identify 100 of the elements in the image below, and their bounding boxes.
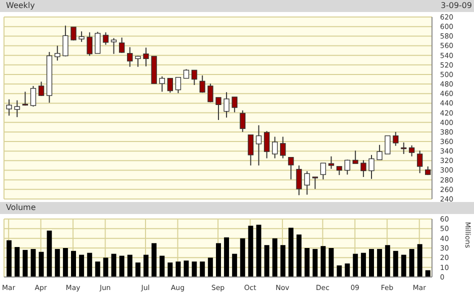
candlestick xyxy=(416,150,423,174)
bar xyxy=(184,260,189,277)
candlestick xyxy=(200,74,206,94)
bar xyxy=(38,252,44,277)
candlestick xyxy=(14,100,20,118)
candlestick xyxy=(70,26,76,41)
bar xyxy=(304,248,310,277)
candlestick xyxy=(288,156,294,180)
bar xyxy=(352,254,358,277)
bar xyxy=(71,250,76,277)
candlestick xyxy=(208,83,214,103)
candlestick xyxy=(272,136,278,159)
bar xyxy=(425,270,430,277)
bar xyxy=(368,248,374,277)
chart-title: Weekly xyxy=(6,1,35,10)
candlestick xyxy=(216,96,222,120)
candlestick xyxy=(280,136,286,159)
bar xyxy=(248,226,254,277)
bar xyxy=(95,262,100,277)
bar xyxy=(135,262,140,277)
candlestick xyxy=(352,150,358,164)
bar xyxy=(208,258,213,277)
candlestick xyxy=(312,176,318,190)
text: 3-09-09 xyxy=(440,0,472,12)
bar xyxy=(192,262,197,277)
candlestick xyxy=(368,154,374,180)
bar xyxy=(87,252,92,277)
candlestick xyxy=(175,76,182,94)
bar xyxy=(296,234,302,277)
bar xyxy=(272,238,278,277)
candlestick xyxy=(30,85,36,108)
bar xyxy=(232,254,238,277)
bar xyxy=(176,262,181,277)
candlestick xyxy=(86,32,92,56)
candlestick xyxy=(296,164,302,196)
candlestick xyxy=(224,92,230,118)
bar xyxy=(344,263,350,277)
candlestick xyxy=(344,159,350,176)
bar xyxy=(312,248,318,277)
bar xyxy=(256,224,262,277)
bar xyxy=(393,250,398,277)
bar xyxy=(127,254,132,277)
bar xyxy=(360,252,366,277)
bar xyxy=(264,245,270,277)
bar xyxy=(22,250,28,277)
candlestick xyxy=(38,81,44,97)
bar xyxy=(328,248,334,277)
candlestick xyxy=(248,134,254,166)
candlestick xyxy=(232,96,238,113)
candlestick xyxy=(102,32,109,46)
candlestick xyxy=(191,70,198,86)
candlestick xyxy=(127,46,133,68)
candlestick xyxy=(384,135,390,154)
bar xyxy=(62,248,68,277)
candlestick xyxy=(256,124,262,166)
candlestick xyxy=(360,160,366,178)
bar xyxy=(417,244,422,277)
bar xyxy=(111,254,116,277)
chart-title: Volume xyxy=(6,203,36,212)
bar xyxy=(79,254,84,277)
candlestick xyxy=(167,78,173,94)
candlestick xyxy=(54,45,60,62)
bar xyxy=(46,230,52,277)
candlestick xyxy=(6,98,12,116)
candlestick xyxy=(328,156,334,170)
bar xyxy=(336,265,342,277)
bar xyxy=(224,237,230,277)
bar xyxy=(385,245,390,277)
bar xyxy=(409,248,414,277)
candlestick xyxy=(110,38,117,54)
bar xyxy=(54,248,60,277)
bar xyxy=(6,240,12,277)
candlestick xyxy=(240,110,246,132)
bar xyxy=(30,248,36,277)
bar xyxy=(143,254,148,277)
bar xyxy=(103,258,108,277)
bar xyxy=(320,246,326,277)
candlestick xyxy=(62,25,68,57)
candlestick xyxy=(183,68,190,79)
candlestick xyxy=(264,130,270,159)
bar xyxy=(200,262,205,277)
bar xyxy=(152,243,157,277)
candlestick xyxy=(143,47,149,67)
bar xyxy=(168,262,173,277)
candlestick xyxy=(320,162,326,180)
bar xyxy=(401,254,406,277)
bar xyxy=(216,243,221,277)
candlestick xyxy=(304,170,310,196)
bar xyxy=(14,247,20,277)
candlestick xyxy=(78,30,84,42)
bar xyxy=(280,245,286,277)
bar xyxy=(119,256,124,277)
bar xyxy=(288,228,294,277)
bar xyxy=(240,238,246,277)
candlestick xyxy=(118,37,125,54)
candlestick xyxy=(94,31,101,54)
candlestick xyxy=(408,144,415,157)
bar xyxy=(160,256,165,277)
bar xyxy=(377,248,382,277)
candlestick xyxy=(159,76,165,92)
